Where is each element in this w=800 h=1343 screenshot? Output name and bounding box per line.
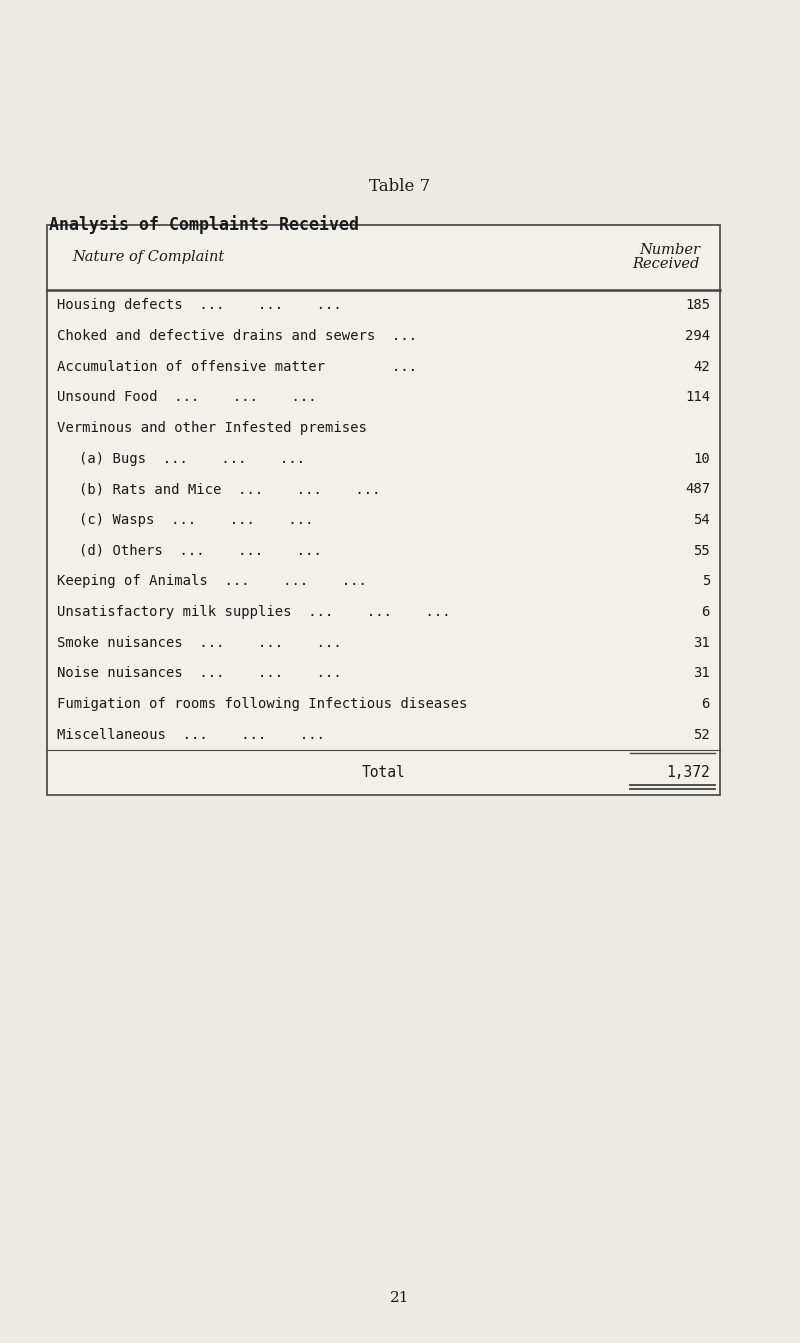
Text: 185: 185 <box>685 298 710 313</box>
Text: (c) Wasps  ...    ...    ...: (c) Wasps ... ... ... <box>79 513 314 526</box>
Text: 52: 52 <box>694 728 710 741</box>
Text: (d) Others  ...    ...    ...: (d) Others ... ... ... <box>79 544 322 557</box>
Text: 294: 294 <box>685 329 710 342</box>
Text: (b) Rats and Mice  ...    ...    ...: (b) Rats and Mice ... ... ... <box>79 482 381 497</box>
Text: 487: 487 <box>685 482 710 497</box>
Text: Smoke nuisances  ...    ...    ...: Smoke nuisances ... ... ... <box>57 635 342 650</box>
Text: Fumigation of rooms following Infectious diseases: Fumigation of rooms following Infectious… <box>57 697 467 710</box>
Text: 6: 6 <box>702 604 710 619</box>
Text: 5: 5 <box>702 575 710 588</box>
Text: Choked and defective drains and sewers  ...: Choked and defective drains and sewers .… <box>57 329 417 342</box>
Text: Unsatisfactory milk supplies  ...    ...    ...: Unsatisfactory milk supplies ... ... ... <box>57 604 450 619</box>
Text: Table 7: Table 7 <box>370 179 430 195</box>
Text: Keeping of Animals  ...    ...    ...: Keeping of Animals ... ... ... <box>57 575 367 588</box>
Text: 6: 6 <box>702 697 710 710</box>
Text: 114: 114 <box>685 391 710 404</box>
Text: Received: Received <box>633 258 700 271</box>
Text: 10: 10 <box>694 451 710 466</box>
Text: 42: 42 <box>694 360 710 373</box>
Text: 1,372: 1,372 <box>666 766 710 780</box>
Text: 55: 55 <box>694 544 710 557</box>
Text: Miscellaneous  ...    ...    ...: Miscellaneous ... ... ... <box>57 728 325 741</box>
Text: Total: Total <box>362 766 406 780</box>
Text: Verminous and other Infested premises: Verminous and other Infested premises <box>57 420 367 435</box>
Text: Accumulation of offensive matter        ...: Accumulation of offensive matter ... <box>57 360 417 373</box>
Text: 21: 21 <box>390 1291 410 1305</box>
Text: 54: 54 <box>694 513 710 526</box>
Bar <box>47 226 720 795</box>
Text: 31: 31 <box>694 635 710 650</box>
Text: 31: 31 <box>694 666 710 681</box>
Text: Analysis of Complaints Received: Analysis of Complaints Received <box>49 215 359 234</box>
Text: Housing defects  ...    ...    ...: Housing defects ... ... ... <box>57 298 342 313</box>
Text: Nature of Complaint: Nature of Complaint <box>72 251 224 265</box>
Text: Unsound Food  ...    ...    ...: Unsound Food ... ... ... <box>57 391 317 404</box>
Text: Number: Number <box>639 243 700 258</box>
Text: (a) Bugs  ...    ...    ...: (a) Bugs ... ... ... <box>79 451 305 466</box>
Text: Noise nuisances  ...    ...    ...: Noise nuisances ... ... ... <box>57 666 342 681</box>
